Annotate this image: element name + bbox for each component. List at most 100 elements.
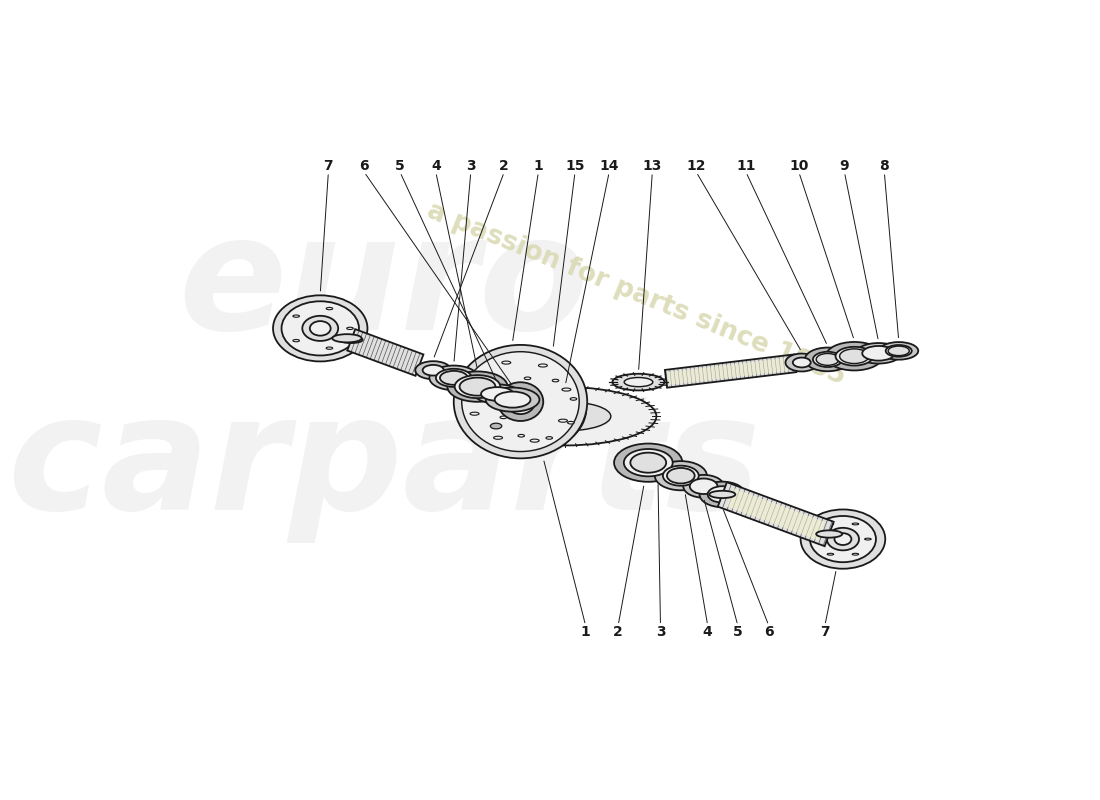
Polygon shape <box>664 354 796 388</box>
Text: 9: 9 <box>839 158 849 173</box>
Ellipse shape <box>786 361 804 366</box>
Ellipse shape <box>327 347 332 350</box>
Text: 14: 14 <box>600 158 619 173</box>
Ellipse shape <box>474 384 520 403</box>
Ellipse shape <box>546 437 552 439</box>
Text: 1: 1 <box>581 625 591 639</box>
Text: 6: 6 <box>360 158 368 173</box>
Ellipse shape <box>310 321 331 336</box>
Text: 2: 2 <box>614 625 623 639</box>
Ellipse shape <box>538 364 548 367</box>
Ellipse shape <box>506 389 535 414</box>
Text: 13: 13 <box>642 158 662 173</box>
Polygon shape <box>668 358 791 385</box>
Ellipse shape <box>282 302 359 355</box>
Ellipse shape <box>293 315 299 318</box>
Ellipse shape <box>429 366 478 390</box>
Ellipse shape <box>440 371 467 385</box>
Ellipse shape <box>453 345 587 458</box>
Ellipse shape <box>346 327 353 330</box>
Ellipse shape <box>422 365 443 375</box>
Ellipse shape <box>614 443 682 482</box>
Ellipse shape <box>293 339 299 342</box>
Text: 8: 8 <box>879 158 889 173</box>
Ellipse shape <box>481 387 514 401</box>
Text: 4: 4 <box>431 158 441 173</box>
Text: 2: 2 <box>499 158 509 173</box>
Ellipse shape <box>888 346 910 356</box>
Text: 7: 7 <box>323 158 333 173</box>
Ellipse shape <box>835 533 851 545</box>
Text: 11: 11 <box>736 158 756 173</box>
Ellipse shape <box>852 554 859 555</box>
Ellipse shape <box>793 358 811 367</box>
Ellipse shape <box>494 436 503 439</box>
Text: 5: 5 <box>395 158 405 173</box>
Ellipse shape <box>710 490 736 498</box>
Ellipse shape <box>663 466 698 486</box>
Ellipse shape <box>273 295 367 362</box>
Text: 4: 4 <box>703 625 713 639</box>
Ellipse shape <box>491 423 502 429</box>
Ellipse shape <box>707 486 737 502</box>
Ellipse shape <box>815 538 822 540</box>
Ellipse shape <box>879 342 918 360</box>
Ellipse shape <box>613 374 664 390</box>
Ellipse shape <box>519 402 610 431</box>
Ellipse shape <box>562 388 571 391</box>
Ellipse shape <box>473 381 483 384</box>
Text: 1: 1 <box>534 158 543 173</box>
Text: euro
carparts: euro carparts <box>7 208 760 542</box>
Ellipse shape <box>502 361 510 364</box>
Ellipse shape <box>852 523 859 525</box>
Ellipse shape <box>525 377 531 380</box>
Ellipse shape <box>416 361 451 379</box>
Ellipse shape <box>683 475 724 498</box>
Text: 7: 7 <box>821 625 829 639</box>
Ellipse shape <box>827 554 834 555</box>
Text: 12: 12 <box>686 158 706 173</box>
Ellipse shape <box>460 378 495 396</box>
Text: 15: 15 <box>565 158 585 173</box>
Ellipse shape <box>448 371 507 402</box>
Ellipse shape <box>667 468 695 483</box>
Ellipse shape <box>340 337 363 343</box>
Ellipse shape <box>486 387 539 412</box>
Ellipse shape <box>491 367 586 449</box>
Ellipse shape <box>813 352 843 367</box>
Ellipse shape <box>495 391 530 408</box>
Text: 5: 5 <box>733 625 742 639</box>
Text: 6: 6 <box>763 625 773 639</box>
Ellipse shape <box>805 347 850 371</box>
Ellipse shape <box>436 369 472 387</box>
Text: 3: 3 <box>466 158 475 173</box>
Ellipse shape <box>474 387 657 446</box>
Ellipse shape <box>559 419 568 422</box>
Ellipse shape <box>856 343 901 363</box>
Ellipse shape <box>630 453 667 473</box>
Ellipse shape <box>816 530 843 538</box>
Text: 10: 10 <box>789 158 808 173</box>
Text: 3: 3 <box>656 625 666 639</box>
Ellipse shape <box>700 482 745 507</box>
Ellipse shape <box>500 416 507 418</box>
Ellipse shape <box>801 510 886 569</box>
Ellipse shape <box>810 516 876 562</box>
Ellipse shape <box>332 334 362 342</box>
Ellipse shape <box>816 354 839 366</box>
Ellipse shape <box>827 528 859 550</box>
Polygon shape <box>727 488 825 540</box>
Text: a passion for parts since 1985: a passion for parts since 1985 <box>422 198 849 390</box>
Ellipse shape <box>624 449 673 476</box>
Ellipse shape <box>462 352 580 451</box>
Ellipse shape <box>530 439 539 442</box>
Ellipse shape <box>862 346 894 361</box>
Ellipse shape <box>570 398 576 400</box>
Ellipse shape <box>518 434 525 437</box>
Ellipse shape <box>503 392 509 395</box>
Ellipse shape <box>454 375 500 398</box>
Ellipse shape <box>552 379 559 382</box>
Polygon shape <box>348 329 424 376</box>
Ellipse shape <box>470 412 478 415</box>
Ellipse shape <box>624 378 652 386</box>
